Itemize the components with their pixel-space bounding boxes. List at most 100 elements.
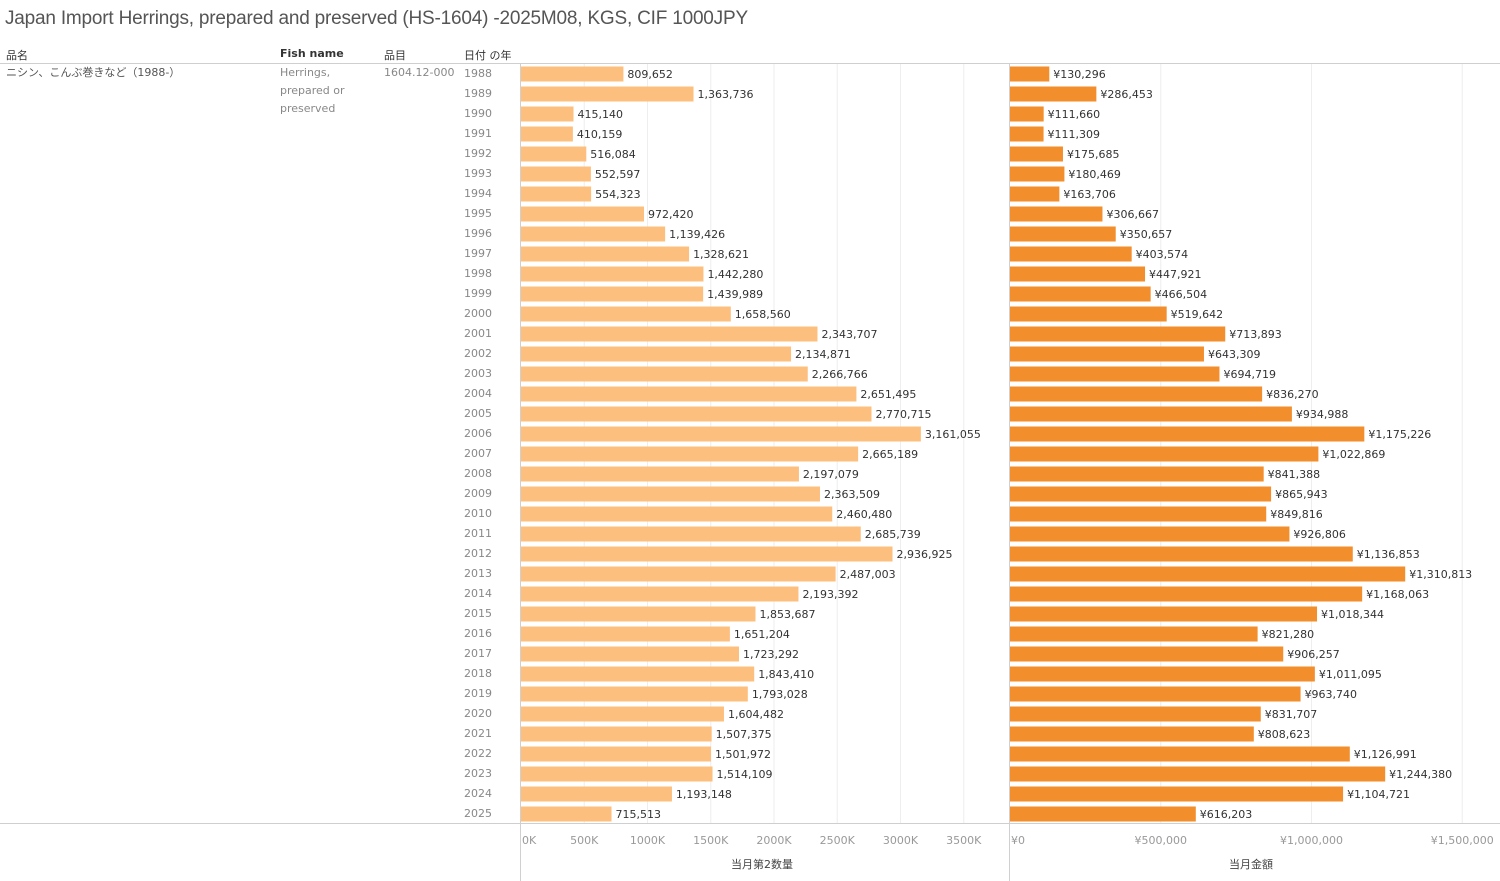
quantity-bar[interactable] xyxy=(521,786,672,802)
quantity-data-label: 1,604,482 xyxy=(728,708,784,721)
year-label: 1994 xyxy=(464,187,492,200)
quantity-bar[interactable] xyxy=(521,406,872,422)
quantity-bar[interactable] xyxy=(521,86,694,102)
amount-bar[interactable] xyxy=(1010,86,1097,102)
amount-bar[interactable] xyxy=(1010,386,1263,402)
year-label: 1993 xyxy=(464,167,492,180)
quantity-bar[interactable] xyxy=(521,206,645,222)
quantity-bar[interactable] xyxy=(521,386,857,402)
amount-bar[interactable] xyxy=(1010,806,1196,822)
quantity-bar[interactable] xyxy=(521,726,712,742)
quantity-bar[interactable] xyxy=(521,706,724,722)
amount-bar[interactable] xyxy=(1010,346,1204,362)
quantity-bar[interactable] xyxy=(521,686,748,702)
amount-bar[interactable] xyxy=(1010,126,1044,142)
header-divider xyxy=(0,63,1500,64)
amount-bar[interactable] xyxy=(1010,286,1151,302)
quantity-data-label: 2,685,739 xyxy=(865,528,921,541)
quantity-bar[interactable] xyxy=(521,186,592,202)
amount-bar[interactable] xyxy=(1010,426,1365,442)
quantity-data-label: 552,597 xyxy=(595,168,641,181)
amount-bar[interactable] xyxy=(1010,746,1350,762)
amount-bar[interactable] xyxy=(1010,366,1220,382)
quantity-bar[interactable] xyxy=(521,126,573,142)
quantity-data-label: 410,159 xyxy=(577,128,623,141)
amount-bar[interactable] xyxy=(1010,526,1290,542)
quantity-bar[interactable] xyxy=(521,226,666,242)
amount-bar[interactable] xyxy=(1010,186,1060,202)
quantity-bar[interactable] xyxy=(521,806,612,822)
amount-bar[interactable] xyxy=(1010,586,1363,602)
quantity-bar[interactable] xyxy=(521,546,893,562)
quantity-bar[interactable] xyxy=(521,766,713,782)
quantity-bar[interactable] xyxy=(521,286,704,302)
amount-bar[interactable] xyxy=(1010,486,1272,502)
amount-bar[interactable] xyxy=(1010,546,1353,562)
quantity-bar[interactable] xyxy=(521,666,755,682)
amount-bar[interactable] xyxy=(1010,206,1103,222)
quantity-data-label: 2,134,871 xyxy=(795,348,851,361)
amount-bar[interactable] xyxy=(1010,326,1226,342)
amount-bar[interactable] xyxy=(1010,666,1315,682)
header-item-code: 品目 xyxy=(384,49,406,62)
quantity-bar[interactable] xyxy=(521,626,730,642)
quantity-bar[interactable] xyxy=(521,486,820,502)
amount-bar[interactable] xyxy=(1010,306,1167,322)
quantity-data-label: 1,843,410 xyxy=(758,668,814,681)
quantity-bar[interactable] xyxy=(521,746,711,762)
amount-bar[interactable] xyxy=(1010,646,1284,662)
amount-bar[interactable] xyxy=(1010,466,1264,482)
amount-bar[interactable] xyxy=(1010,786,1344,802)
quantity-bar[interactable] xyxy=(521,426,921,442)
quantity-data-label: 1,658,560 xyxy=(735,308,791,321)
quantity-bar[interactable] xyxy=(521,106,574,122)
year-label: 1995 xyxy=(464,207,492,220)
amount-bar[interactable] xyxy=(1010,606,1318,622)
amount-bar[interactable] xyxy=(1010,726,1254,742)
quantity-bar[interactable] xyxy=(521,466,799,482)
amount-bar[interactable] xyxy=(1010,686,1301,702)
quantity-bar[interactable] xyxy=(521,366,808,382)
year-label: 2023 xyxy=(464,767,492,780)
amount-bar[interactable] xyxy=(1010,406,1292,422)
quantity-bar[interactable] xyxy=(521,506,833,522)
quantity-bar[interactable] xyxy=(521,146,587,162)
year-label: 1997 xyxy=(464,247,492,260)
amount-axis-title: 当月金額 xyxy=(1229,858,1273,871)
quantity-bar[interactable] xyxy=(521,646,739,662)
year-label: 2022 xyxy=(464,747,492,760)
quantity-bar[interactable] xyxy=(521,526,861,542)
amount-bar[interactable] xyxy=(1010,226,1116,242)
quantity-bar[interactable] xyxy=(521,566,836,582)
amount-bar[interactable] xyxy=(1010,446,1319,462)
quantity-data-label: 1,328,621 xyxy=(693,248,749,261)
amount-bar[interactable] xyxy=(1010,266,1146,282)
quantity-bar[interactable] xyxy=(521,586,799,602)
quantity-data-label: 1,139,426 xyxy=(669,228,725,241)
year-label: 2007 xyxy=(464,447,492,460)
quantity-bar[interactable] xyxy=(521,246,690,262)
quantity-bar[interactable] xyxy=(521,346,792,362)
year-label: 2009 xyxy=(464,487,492,500)
quantity-bar[interactable] xyxy=(521,326,818,342)
amount-bar[interactable] xyxy=(1010,506,1267,522)
amount-bar[interactable] xyxy=(1010,766,1386,782)
amount-bar[interactable] xyxy=(1010,246,1132,262)
amount-bar[interactable] xyxy=(1010,566,1406,582)
quantity-bar[interactable] xyxy=(521,606,756,622)
amount-bar[interactable] xyxy=(1010,166,1065,182)
quantity-bar[interactable] xyxy=(521,66,624,82)
quantity-bar[interactable] xyxy=(521,166,591,182)
quantity-tick-label: 500K xyxy=(570,834,599,847)
quantity-bar[interactable] xyxy=(521,306,731,322)
amount-data-label: ¥808,623 xyxy=(1258,728,1311,741)
quantity-data-label: 972,420 xyxy=(648,208,694,221)
amount-bar[interactable] xyxy=(1010,706,1261,722)
amount-bar[interactable] xyxy=(1010,106,1044,122)
quantity-data-label: 415,140 xyxy=(578,108,624,121)
amount-bar[interactable] xyxy=(1010,146,1063,162)
amount-bar[interactable] xyxy=(1010,66,1050,82)
amount-bar[interactable] xyxy=(1010,626,1258,642)
quantity-bar[interactable] xyxy=(521,266,704,282)
quantity-bar[interactable] xyxy=(521,446,859,462)
